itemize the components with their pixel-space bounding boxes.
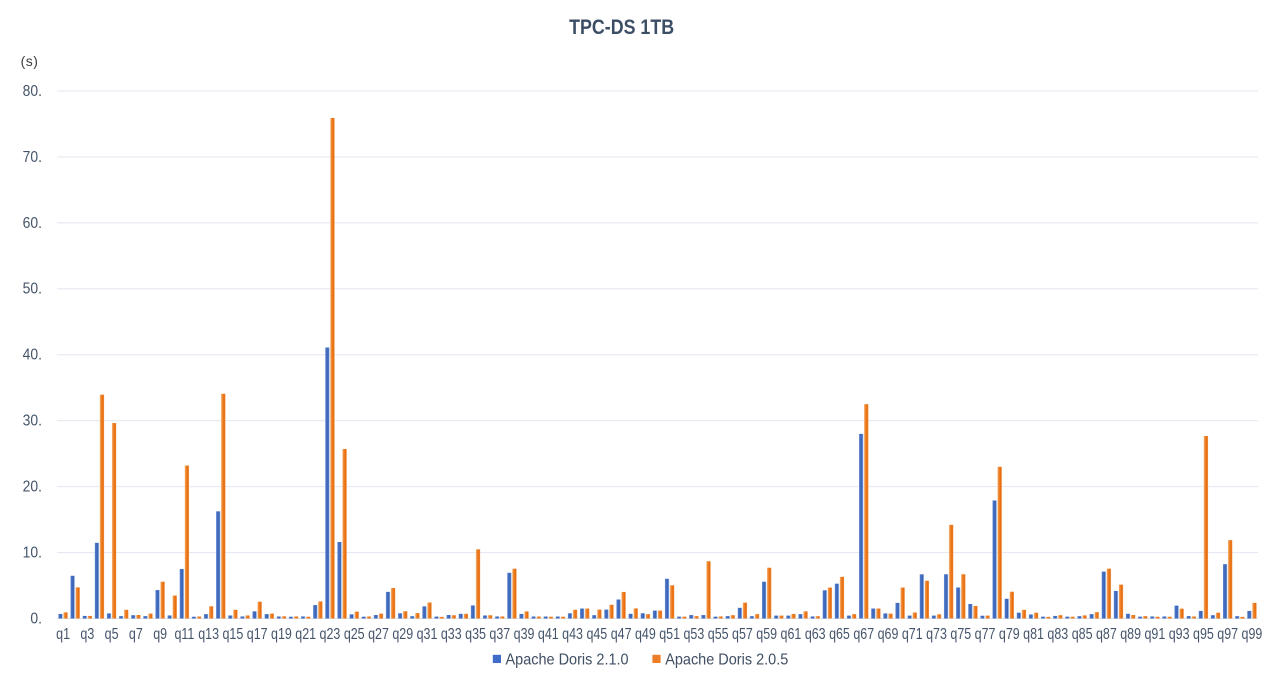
svg-text:q11: q11 — [174, 626, 194, 644]
svg-text:q71: q71 — [902, 626, 923, 644]
svg-text:q5: q5 — [105, 626, 119, 644]
svg-text:q97: q97 — [1217, 626, 1238, 644]
svg-text:30.: 30. — [23, 412, 42, 430]
svg-text:q55: q55 — [708, 626, 729, 644]
svg-text:q99: q99 — [1242, 626, 1263, 644]
svg-text:q3: q3 — [80, 626, 94, 644]
svg-text:q31: q31 — [417, 626, 438, 644]
svg-text:q75: q75 — [950, 626, 971, 644]
svg-text:q21: q21 — [295, 626, 316, 644]
svg-text:q29: q29 — [392, 626, 413, 644]
svg-text:q79: q79 — [999, 626, 1020, 644]
svg-text:0.: 0. — [30, 610, 42, 628]
svg-text:q39: q39 — [514, 626, 535, 644]
svg-text:q25: q25 — [344, 626, 365, 644]
svg-text:q65: q65 — [829, 626, 850, 644]
svg-text:q15: q15 — [223, 626, 244, 644]
svg-text:q37: q37 — [489, 626, 510, 644]
svg-text:q73: q73 — [926, 626, 947, 644]
svg-text:q7: q7 — [129, 626, 143, 644]
svg-text:q47: q47 — [611, 626, 632, 644]
svg-text:80.: 80. — [23, 82, 42, 100]
svg-text:40.: 40. — [23, 346, 42, 364]
svg-text:q13: q13 — [198, 626, 219, 644]
svg-text:q77: q77 — [975, 626, 996, 644]
svg-text:50.: 50. — [23, 280, 42, 298]
svg-text:Apache Doris 2.0.5: Apache Doris 2.0.5 — [665, 651, 788, 669]
svg-text:q43: q43 — [562, 626, 583, 644]
svg-text:q69: q69 — [878, 626, 899, 644]
svg-text:q63: q63 — [805, 626, 826, 644]
svg-text:q83: q83 — [1047, 626, 1068, 644]
svg-text:q35: q35 — [465, 626, 486, 644]
svg-text:q95: q95 — [1193, 626, 1214, 644]
svg-text:q85: q85 — [1072, 626, 1093, 644]
svg-text:q1: q1 — [56, 626, 70, 644]
svg-text:q49: q49 — [635, 626, 656, 644]
svg-text:q41: q41 — [538, 626, 559, 644]
svg-text:q59: q59 — [756, 626, 777, 644]
svg-text:q17: q17 — [247, 626, 268, 644]
svg-text:q33: q33 — [441, 626, 462, 644]
svg-text:q89: q89 — [1120, 626, 1141, 644]
svg-text:q23: q23 — [320, 626, 341, 644]
svg-text:10.: 10. — [23, 544, 42, 562]
svg-text:q19: q19 — [271, 626, 292, 644]
svg-text:(s): (s) — [21, 53, 39, 69]
svg-text:Apache Doris 2.1.0: Apache Doris 2.1.0 — [506, 651, 629, 669]
svg-text:q51: q51 — [659, 626, 680, 644]
svg-text:70.: 70. — [23, 148, 42, 166]
svg-text:TPC-DS 1TB: TPC-DS 1TB — [569, 16, 674, 40]
svg-text:60.: 60. — [23, 214, 42, 232]
svg-text:q93: q93 — [1169, 626, 1190, 644]
svg-text:q81: q81 — [1023, 626, 1044, 644]
svg-text:q53: q53 — [683, 626, 704, 644]
svg-text:q87: q87 — [1096, 626, 1117, 644]
svg-text:q57: q57 — [732, 626, 753, 644]
svg-text:q45: q45 — [586, 626, 607, 644]
svg-text:q27: q27 — [368, 626, 389, 644]
svg-text:q9: q9 — [153, 626, 167, 644]
svg-text:q91: q91 — [1144, 626, 1165, 644]
svg-text:q61: q61 — [781, 626, 802, 644]
svg-text:20.: 20. — [23, 478, 42, 496]
svg-text:q67: q67 — [853, 626, 874, 644]
